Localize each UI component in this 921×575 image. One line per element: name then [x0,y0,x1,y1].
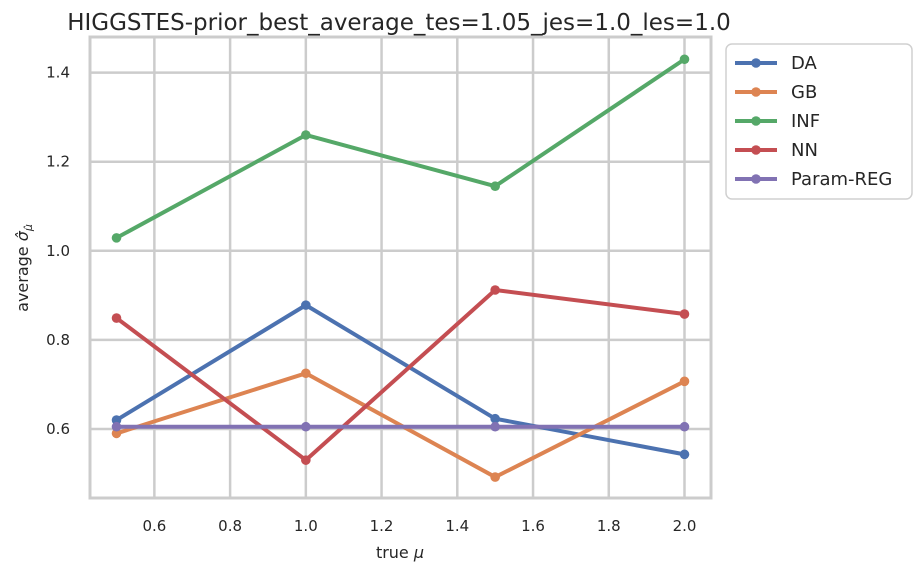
y-tick-label: 0.8 [46,331,70,349]
x-tick-label: 1.4 [445,517,469,535]
grid [90,37,711,498]
data-point-param-reg [679,421,690,432]
legend-box [725,43,913,200]
legend-label-nn: NN [791,140,818,161]
legend-label-inf: INF [791,111,820,132]
data-point-inf [111,233,122,243]
x-tick-label: 1.6 [521,517,545,535]
data-point-nn [490,285,500,295]
legend-label-param-reg: Param-REG [791,169,892,190]
data-point-gb [111,428,122,439]
x-tick-label: 1.2 [370,517,394,535]
data-point-da [111,415,122,425]
x-tick-label: 0.6 [142,517,166,535]
data-point-inf [679,54,690,65]
legend-marker-gb [751,87,761,97]
data-point-da [490,413,500,424]
x-tick-labels: 0.6 0.8 1.0 1.2 1.4 1.6 1.8 2.0 [142,517,696,535]
x-tick-label: 2.0 [673,517,697,535]
data-point-param-reg [301,421,311,432]
data-point-da [301,300,311,310]
data-point-gb [301,368,311,379]
data-point-param-reg [111,421,122,432]
series-da [111,300,690,460]
series-inf [111,54,690,243]
x-tick-label: 1.8 [597,517,621,535]
chart-title: HIGGSTES-prior_best_average_tes=1.05_jes… [67,10,731,36]
series-lines [111,54,690,482]
data-point-da [679,449,690,460]
data-point-inf [490,181,500,192]
y-tick-labels: 0.6 0.8 1.0 1.2 1.4 [46,64,70,438]
data-point-gb [679,376,690,387]
series-line-nn [114,287,687,463]
x-tick-label: 1.0 [294,517,318,535]
data-point-param-reg [490,421,500,432]
data-point-gb [490,472,500,482]
legend-marker-da [751,58,761,68]
legend-marker-inf [751,116,761,126]
series-line-inf [114,57,687,240]
legend: DA GB INF NN Param-REG [725,43,913,200]
series-line-da [114,303,687,457]
y-tick-label: 1.2 [46,153,70,171]
legend-marker-param-reg [751,174,761,184]
plot-frame [88,35,713,500]
series-param-reg [111,421,690,432]
legend-label-da: DA [791,53,818,74]
x-axis-label: true μ [376,543,424,562]
y-tick-label: 1.0 [46,242,70,260]
series-nn [111,285,690,465]
x-tick-label: 0.8 [218,517,242,535]
data-point-nn [111,313,122,323]
y-tick-label: 1.4 [46,64,70,82]
legend-marker-nn [751,145,761,155]
legend-label-gb: GB [791,82,817,103]
data-point-inf [301,130,311,140]
y-tick-label: 0.6 [46,420,70,438]
y-axis-label: average σ̂μ̂ [13,224,35,312]
data-point-nn [679,309,690,319]
data-point-nn [301,455,311,465]
